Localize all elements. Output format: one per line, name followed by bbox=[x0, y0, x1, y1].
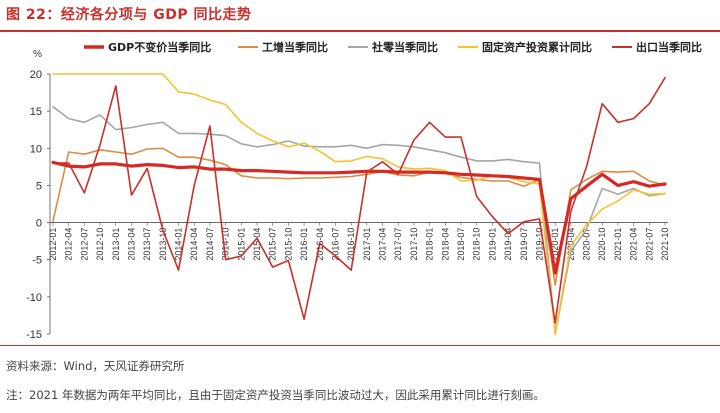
line-chart: GDP不变价当季同比 工增当季同比 社零当季同比 固定资产投资累计同比 出口当季同比% -… bbox=[26, 40, 702, 341]
x-tick-label: 2017-01 bbox=[362, 228, 372, 261]
x-tick-label: 2015-07 bbox=[268, 228, 278, 261]
x-tick-label: 2019-01 bbox=[487, 228, 497, 261]
legend-label: 固定资产投资累计同比 bbox=[482, 40, 592, 54]
legend-label: 社零当季同比 bbox=[371, 40, 438, 54]
x-tick-label: 2019-04 bbox=[503, 228, 513, 261]
series-line bbox=[52, 76, 666, 324]
y-tick-label: 0 bbox=[36, 218, 42, 230]
x-tick-label: 2021-01 bbox=[613, 228, 623, 261]
x-tick-label: 2020-10 bbox=[597, 228, 607, 261]
x-tick-label: 2016-01 bbox=[299, 228, 309, 261]
legend-item: 固定资产投资累计同比 bbox=[458, 40, 592, 54]
x-tick-label: 2018-07 bbox=[456, 228, 466, 261]
x-tick-label: 2016-10 bbox=[346, 228, 356, 261]
legend-item: 工增当季同比 bbox=[238, 40, 328, 54]
x-tick-label: 2012-10 bbox=[95, 228, 105, 261]
source-note: 资料来源：Wind，天风证券研究所 bbox=[6, 359, 185, 373]
x-tick-label: 2018-10 bbox=[472, 228, 482, 261]
y-tick-label: 15 bbox=[30, 106, 42, 118]
x-tick-label: 2014-10 bbox=[221, 228, 231, 261]
y-tick-label: -10 bbox=[26, 292, 42, 304]
x-tick-label: 2020-01 bbox=[550, 228, 560, 261]
x-tick-label: 2015-04 bbox=[252, 228, 262, 261]
legend-label: 工增当季同比 bbox=[262, 40, 328, 54]
x-tick-label: 2014-04 bbox=[189, 228, 199, 261]
x-tick-label: 2019-07 bbox=[519, 228, 529, 261]
y-tick-label: 20 bbox=[30, 69, 42, 81]
legend-label: GDP不变价当季同比 bbox=[108, 40, 211, 54]
x-tick-label: 2017-10 bbox=[409, 228, 419, 261]
y-unit-label: % bbox=[33, 49, 42, 60]
x-tick-label: 2020-04 bbox=[566, 228, 576, 261]
x-tick-label: 2014-01 bbox=[174, 228, 184, 261]
bottom-rule bbox=[0, 345, 720, 346]
x-tick-label: 2013-01 bbox=[111, 228, 121, 261]
x-tick-label: 2013-04 bbox=[126, 228, 136, 261]
x-tick-label: 2021-04 bbox=[629, 228, 639, 261]
legend-item: GDP不变价当季同比 bbox=[84, 40, 211, 54]
series-line bbox=[51, 160, 667, 275]
y-tick-label: 10 bbox=[30, 143, 42, 155]
y-tick-label: -5 bbox=[32, 255, 42, 267]
x-tick-label: 2017-04 bbox=[378, 228, 388, 261]
x-tick-label: 2021-10 bbox=[660, 228, 670, 261]
x-tick-label: 2013-10 bbox=[158, 228, 168, 261]
x-tick-label: 2021-07 bbox=[644, 228, 654, 261]
x-tick-label: 2016-07 bbox=[330, 228, 340, 261]
x-tick-label: 2019-10 bbox=[534, 228, 544, 261]
x-tick-label: 2012-04 bbox=[64, 228, 74, 261]
x-tick-label: 2012-01 bbox=[48, 228, 58, 261]
x-tick-label: 2015-10 bbox=[283, 228, 293, 261]
x-tick-label: 2014-07 bbox=[205, 228, 215, 261]
x-tick-label: 2020-07 bbox=[582, 228, 592, 261]
y-tick-label: 5 bbox=[36, 180, 42, 192]
legend-label: 出口当季同比 bbox=[636, 40, 702, 54]
x-tick-label: 2013-07 bbox=[142, 228, 152, 261]
x-tick-label: 2017-07 bbox=[393, 228, 403, 261]
y-tick-label: -15 bbox=[26, 329, 42, 341]
x-tick-label: 2018-01 bbox=[425, 228, 435, 261]
legend-item: 社零当季同比 bbox=[348, 40, 438, 54]
legend-item: 出口当季同比 bbox=[612, 40, 702, 54]
x-tick-label: 2018-04 bbox=[440, 228, 450, 261]
x-tick-label: 2012-07 bbox=[79, 228, 89, 261]
figure-title: 图 22：经济各分项与 GDP 同比走势 bbox=[6, 7, 252, 23]
x-tick-label: 2015-01 bbox=[236, 228, 246, 261]
series-line bbox=[52, 73, 666, 335]
footnote: 注：2021 年数据为两年平均同比，且由于固定资产投资当季同比波动过大，因此采用… bbox=[6, 388, 545, 402]
title-rule bbox=[0, 30, 720, 32]
